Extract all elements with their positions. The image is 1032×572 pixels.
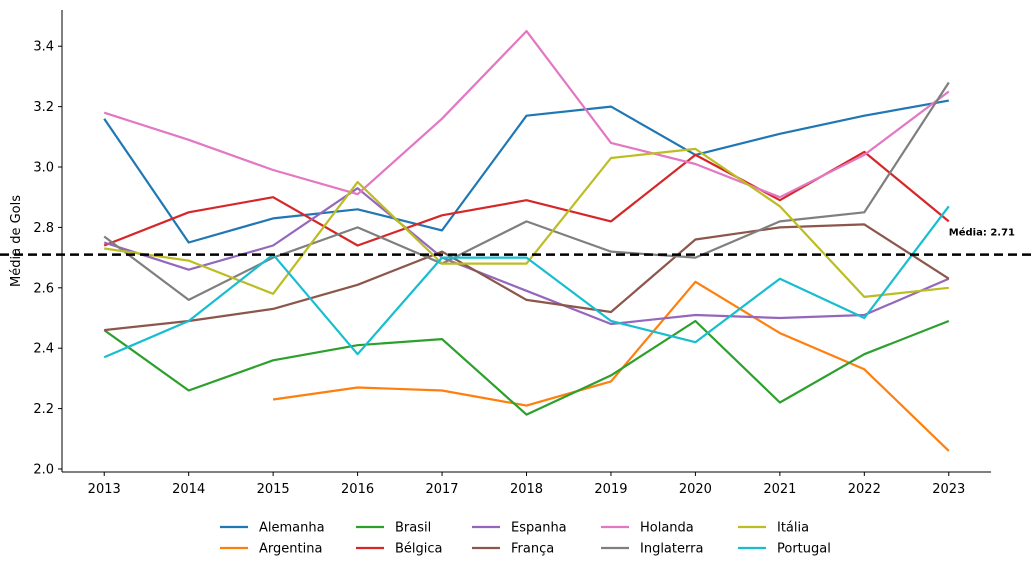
legend-item: França xyxy=(472,542,554,557)
legend-item: Espanha xyxy=(472,521,567,536)
y-tick-label: 2.8 xyxy=(33,221,54,236)
x-tick-label: 2022 xyxy=(848,482,881,497)
legend-label: Espanha xyxy=(511,521,567,536)
legend-label: França xyxy=(511,542,554,557)
legend-item: Portugal xyxy=(738,542,831,557)
legend-label: Portugal xyxy=(777,542,831,557)
legend-item: Bélgica xyxy=(356,542,443,557)
series-line-holanda xyxy=(103,30,950,199)
x-tick-label: 2016 xyxy=(341,482,374,497)
series-line-portugal xyxy=(103,205,950,359)
series-line-alemanha xyxy=(103,99,949,244)
x-tick-label: 2015 xyxy=(257,482,290,497)
series-line-argentina xyxy=(272,280,950,452)
legend: Alemanha Argentina Brasil Bélgica Espanha Fra… xyxy=(220,521,831,557)
series-line-brasil xyxy=(103,319,950,416)
y-tick-label: 3.2 xyxy=(33,100,54,115)
legend-label: Bélgica xyxy=(395,542,443,557)
legend-item: Brasil xyxy=(356,521,431,536)
axes xyxy=(61,10,991,473)
legend-item: Holanda xyxy=(601,521,694,536)
x-tick-label: 2014 xyxy=(172,482,205,497)
x-tick-label: 2013 xyxy=(88,482,121,497)
y-tick-label: 3.0 xyxy=(33,161,54,176)
legend-item: Itália xyxy=(738,521,809,536)
legend-item: Alemanha xyxy=(220,521,325,536)
y-axis-label: Média de Gols xyxy=(9,195,24,287)
x-tick-label: 2019 xyxy=(594,482,627,497)
legend-label: Brasil xyxy=(395,521,431,536)
series-line-inglaterra xyxy=(103,81,950,301)
x-tick-label: 2021 xyxy=(763,482,796,497)
legend-item: Inglaterra xyxy=(601,542,703,557)
legend-item: Argentina xyxy=(220,542,322,557)
x-tick-label: 2017 xyxy=(425,482,458,497)
legend-label: Argentina xyxy=(259,542,322,557)
y-tick-label: 2.4 xyxy=(33,342,54,357)
series-line-frança xyxy=(104,223,950,332)
x-tick-label: 2018 xyxy=(510,482,543,497)
x-tick-label: 2020 xyxy=(679,482,712,497)
x-tick-label: 2023 xyxy=(932,482,965,497)
reference-line-label: Média: 2.71 xyxy=(949,227,1015,239)
plot-lines xyxy=(103,30,950,452)
y-tick-label: 2.0 xyxy=(33,462,54,477)
legend-label: Alemanha xyxy=(259,521,325,536)
legend-label: Itália xyxy=(777,521,809,536)
legend-label: Holanda xyxy=(640,521,694,536)
y-tick-label: 3.4 xyxy=(33,40,54,55)
ticks: 2.0 2.2 2.4 2.6 2.8 3.0 3.2 3.4 2013 2014 2015 2016… xyxy=(33,40,965,497)
y-tick-label: 2.2 xyxy=(33,402,54,417)
series-line-espanha xyxy=(103,187,950,326)
series-line-itália xyxy=(104,147,949,298)
legend-label: Inglaterra xyxy=(640,542,703,557)
y-tick-label: 2.6 xyxy=(33,281,54,296)
